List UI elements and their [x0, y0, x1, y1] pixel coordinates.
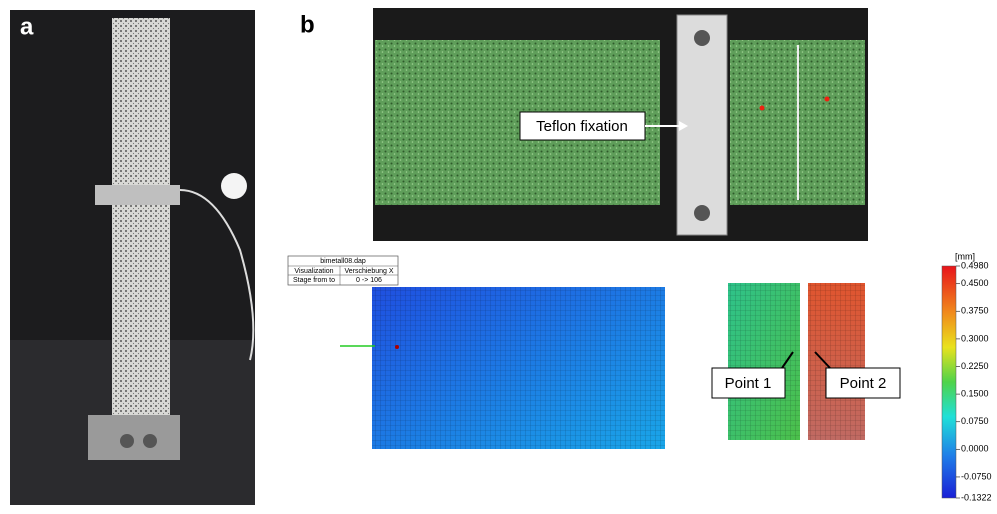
info-table: bimetall08.dap Visualization Verschiebun… [288, 256, 398, 285]
figure: a b Teflon fixation bimetall08.dap Visua… [0, 0, 997, 509]
colorbar-tick-label: -0.1322 [961, 492, 992, 502]
point-label: Point 1 [725, 375, 772, 392]
colorbar-tick-label: 0.4500 [961, 278, 989, 288]
annotation: Teflon fixation [536, 118, 628, 135]
colorbar-tick-label: 0.3750 [961, 306, 989, 316]
colorbar-tick-label: 0.3000 [961, 333, 989, 343]
panel-label: a [20, 13, 34, 40]
colorbar-tick-label: -0.0750 [961, 471, 992, 481]
table-cell: bimetall08.dap [320, 258, 366, 265]
table-cell: 0 -> 106 [356, 277, 382, 284]
table-cell: Stage from to [293, 277, 335, 284]
colorbar-tick-label: 0.0750 [961, 416, 989, 426]
table-cell: Verschiebung X [344, 268, 393, 275]
photo-a [10, 10, 255, 505]
dic-map [340, 283, 865, 449]
colorbar-tick-label: 0.1500 [961, 388, 989, 398]
table-cell: Visualization [294, 268, 333, 275]
panel-label: b [300, 11, 315, 38]
colorbar-tick-label: 0.2250 [961, 361, 989, 371]
point-label: Point 2 [840, 375, 887, 392]
colorbar-tick-label: 0.4980 [961, 260, 989, 270]
colorbar [942, 266, 956, 498]
colorbar-tick-label: 0.0000 [961, 444, 989, 454]
